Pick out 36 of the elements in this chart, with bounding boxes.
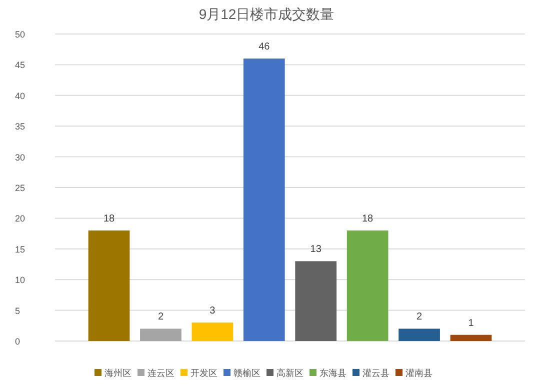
legend-label: 灌云县: [362, 368, 390, 378]
legend-label: 灌南县: [406, 368, 432, 378]
legend-label: 海州区: [104, 368, 132, 378]
y-tick-label: 20: [15, 214, 26, 224]
y-tick-label: 0: [15, 336, 20, 346]
legend-label: 连云区: [148, 368, 174, 378]
bar: [88, 230, 130, 341]
legend-label: 赣榆区: [234, 368, 260, 378]
y-tick-label: 15: [15, 244, 26, 254]
bar: [398, 328, 440, 341]
data-label: 1: [468, 318, 474, 329]
legend-label: 高新区: [276, 368, 304, 378]
data-label: 46: [258, 42, 270, 53]
bar: [192, 322, 234, 341]
data-label: 3: [210, 306, 216, 317]
bar: [140, 328, 182, 341]
data-label: 13: [310, 244, 322, 256]
bar: [346, 230, 388, 341]
y-tick-label: 50: [15, 30, 26, 40]
data-label: 18: [103, 213, 116, 224]
bar: [450, 334, 492, 341]
y-tick-label: 40: [15, 90, 26, 101]
y-tick-label: 5: [15, 306, 20, 316]
data-label: 2: [416, 312, 422, 323]
y-tick-label: 45: [15, 60, 26, 70]
legend-label: 东海县: [320, 368, 346, 378]
y-tick-label: 10: [15, 275, 26, 286]
legend-label: 开发区: [190, 368, 218, 378]
bar: [295, 261, 337, 341]
bar: [243, 58, 285, 341]
y-tick-label: 25: [15, 183, 26, 193]
data-label: 2: [158, 312, 164, 323]
data-label: 18: [362, 213, 374, 224]
chart-title: 9月12日楼市成交数量: [198, 6, 334, 22]
y-tick-label: 30: [15, 152, 26, 162]
y-tick-label: 35: [15, 122, 26, 132]
